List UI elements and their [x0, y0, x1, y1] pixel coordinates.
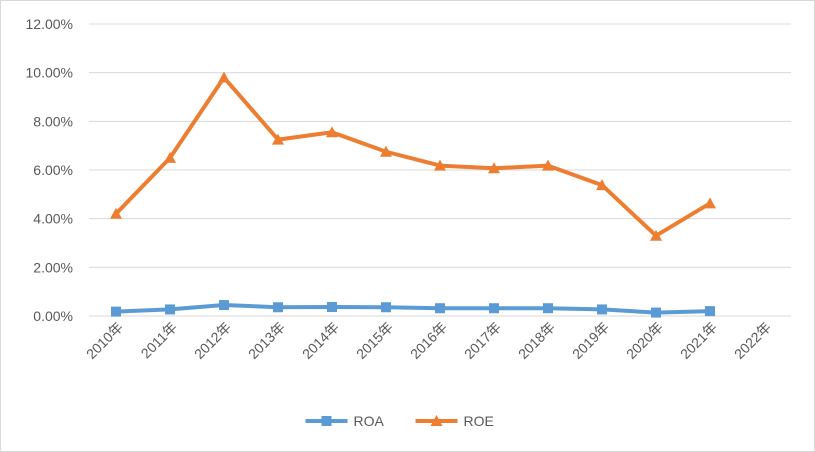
legend-item-roa: ROA — [305, 413, 385, 429]
x-tick-label: 2010年 — [83, 319, 126, 362]
roe-point — [596, 179, 608, 191]
roa-point — [111, 306, 121, 317]
legend-label: ROE — [464, 413, 494, 429]
x-tick-label: 2018年 — [515, 319, 558, 362]
series-roa — [111, 300, 715, 318]
y-tick-label: 12.00% — [26, 16, 73, 32]
roa-point — [651, 307, 661, 318]
x-tick-label: 2012年 — [191, 319, 234, 362]
y-tick-label: 6.00% — [33, 162, 73, 178]
x-tick-label: 2019年 — [569, 319, 612, 362]
y-tick-label: 8.00% — [33, 113, 73, 129]
roa-point — [219, 300, 229, 311]
x-tick-label: 2011年 — [138, 319, 181, 362]
roa-point — [327, 301, 337, 312]
roa-point — [543, 303, 553, 314]
roa-point — [273, 302, 283, 313]
x-tick-label: 2014年 — [299, 319, 342, 362]
x-tick-label: 2015年 — [353, 319, 396, 362]
roa-point — [489, 303, 499, 314]
roe-line — [114, 75, 712, 238]
x-tick-label: 2013年 — [245, 319, 288, 362]
roa-point — [597, 304, 607, 315]
series-roe — [110, 71, 716, 241]
roe-point — [434, 159, 446, 171]
roa-point — [705, 306, 715, 317]
roe-point — [488, 162, 500, 174]
roe-point — [326, 126, 338, 138]
roe-point — [704, 197, 716, 209]
roa-line — [115, 303, 711, 315]
roe-point — [380, 145, 392, 157]
legend: ROA ROE — [305, 413, 494, 429]
roe-point — [110, 207, 122, 219]
legend-triangle-marker — [430, 415, 443, 426]
y-axis: 0.00% 2.00% 4.00% 6.00% 8.00% 10.00% 12.00% — [26, 16, 73, 324]
roe-point — [542, 159, 554, 171]
roa-point — [165, 304, 175, 315]
y-tick-label: 0.00% — [33, 308, 73, 324]
roe-point — [164, 151, 176, 163]
roa-point — [381, 302, 391, 313]
roe-point — [650, 229, 662, 241]
x-axis: 2010年 2011年 2012年 2013年 2014年 2015年 2016年 2017年… — [83, 319, 774, 362]
x-tick-label: 2020年 — [623, 319, 666, 362]
y-tick-label: 2.00% — [33, 259, 73, 275]
legend-square-marker — [321, 416, 332, 426]
x-tick-label: 2017年 — [461, 319, 504, 362]
legend-item-roe: ROE — [415, 413, 494, 429]
x-tick-label: 2022年 — [731, 319, 774, 362]
y-tick-label: 10.00% — [26, 65, 73, 81]
x-tick-label: 2016年 — [407, 319, 450, 362]
roe-point — [272, 133, 284, 145]
y-tick-label: 4.00% — [33, 211, 73, 227]
x-tick-label: 2021年 — [677, 319, 720, 362]
roa-point — [435, 303, 445, 314]
legend-label: ROA — [354, 413, 385, 429]
roe-point — [218, 71, 230, 83]
gridlines — [89, 23, 791, 317]
plot-area — [110, 71, 716, 318]
